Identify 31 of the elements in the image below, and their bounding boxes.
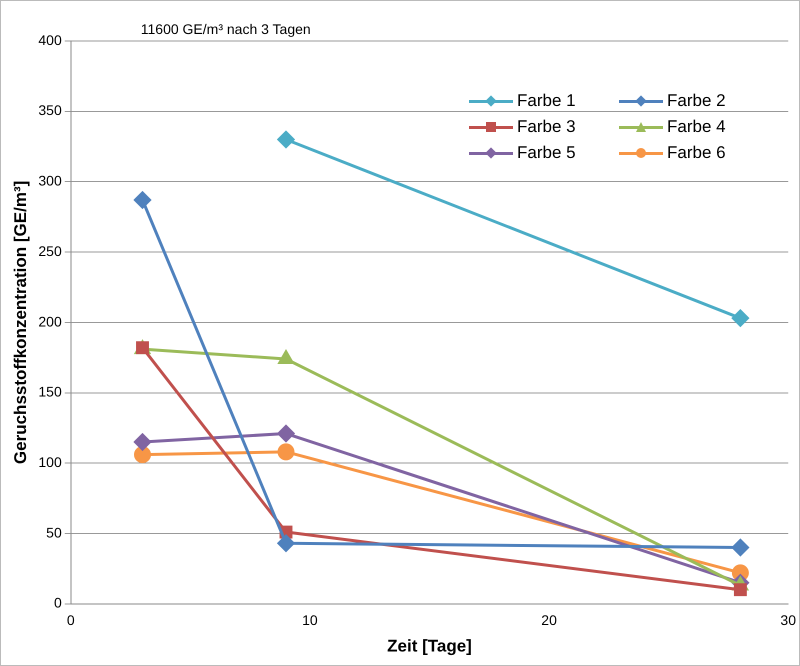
x-tick-label: 10 <box>302 612 318 628</box>
y-tick-label: 300 <box>38 172 62 189</box>
point <box>134 191 152 208</box>
y-tick-label: 250 <box>38 242 62 259</box>
y-axis-title: Geruchsstoffkonzentration [GE/m³] <box>10 180 30 464</box>
x-tick-label: 30 <box>780 612 796 628</box>
y-tick-label: 0 <box>54 594 62 611</box>
y-tick-label: 150 <box>38 384 62 400</box>
point <box>134 433 152 450</box>
x-axis-title: Zeit [Tage] <box>387 636 472 656</box>
y-tick-label: 200 <box>38 313 62 330</box>
y-tick-label: 100 <box>38 454 62 470</box>
point <box>277 443 294 460</box>
legend-label: Farbe 4 <box>667 117 726 137</box>
point <box>277 130 294 148</box>
legend-label: Farbe 6 <box>667 143 726 163</box>
y-tick-label: 400 <box>38 32 62 48</box>
point <box>277 534 294 552</box>
y-tick-label: 350 <box>38 102 62 118</box>
legend-label: Farbe 1 <box>517 91 576 111</box>
point <box>277 425 294 442</box>
x-tick-label: 20 <box>541 612 558 628</box>
text: 11600 GE/m³ nach 3 Tagen <box>140 20 311 37</box>
point <box>134 446 152 464</box>
x-tick-label: 0 <box>66 612 75 628</box>
point <box>732 310 749 327</box>
y-tick-label: 50 <box>46 524 62 540</box>
point <box>732 539 749 556</box>
legend-label: Farbe 3 <box>517 117 576 137</box>
legend-label: Farbe 5 <box>517 143 576 163</box>
legend-label: Farbe 2 <box>667 91 726 111</box>
